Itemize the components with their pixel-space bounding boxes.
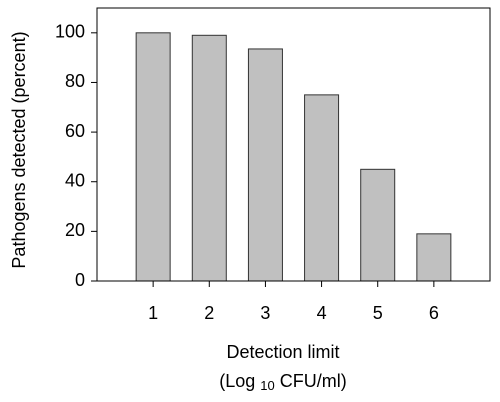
y-tick-label: 0 — [75, 270, 85, 290]
y-axis-label: Pathogens detected (percent) — [9, 31, 29, 268]
x-tick-label: 2 — [204, 303, 214, 323]
bar — [304, 94, 340, 282]
y-tick-label: 40 — [65, 170, 85, 190]
y-tick-label: 100 — [55, 22, 85, 42]
bar — [416, 233, 452, 282]
x-tick-label: 1 — [148, 303, 158, 323]
y-tick-label: 80 — [65, 71, 85, 91]
x-axis-label: Detection limit — [226, 342, 339, 362]
x-tick-label: 3 — [260, 303, 270, 323]
bar — [360, 168, 396, 282]
bar — [191, 34, 227, 282]
x-tick-label: 4 — [317, 303, 327, 323]
x-tick-label: 6 — [429, 303, 439, 323]
plot-frame — [96, 7, 491, 282]
bar — [135, 32, 171, 282]
x-axis-label-subscript: 10 — [260, 378, 274, 393]
x-axis-label-part: (Log — [219, 371, 255, 391]
y-tick-label: 60 — [65, 121, 85, 141]
x-axis-label: (Log 10 CFU/ml) — [219, 371, 346, 394]
y-tick-label: 20 — [65, 220, 85, 240]
x-axis-label-part: CFU/ml) — [280, 371, 347, 391]
x-tick-label: 5 — [373, 303, 383, 323]
bar — [247, 48, 283, 282]
